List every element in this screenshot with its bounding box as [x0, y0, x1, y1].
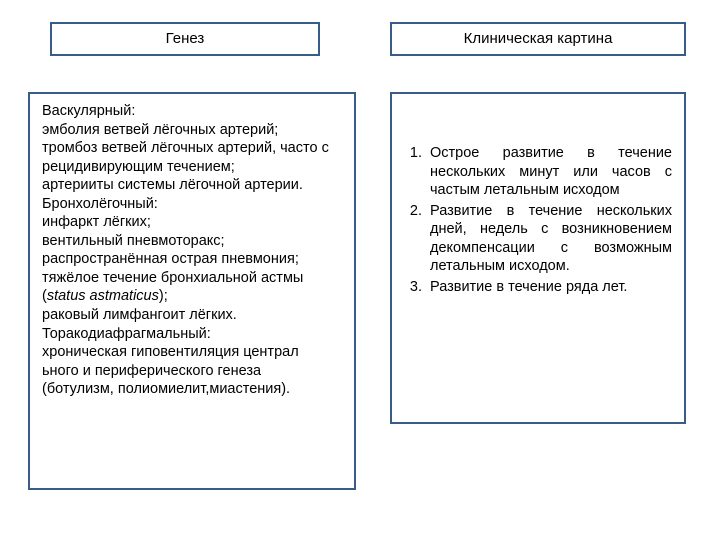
clinical-item-3: Развитие в течение ряда лет. — [426, 278, 672, 297]
page-root: Генез Клиническая картина Васкулярный:эм… — [0, 0, 720, 540]
clinical-item-1: Острое развитие в течение нескольких мин… — [426, 144, 672, 200]
clinical-list: Острое развитие в течение нескольких мин… — [404, 102, 672, 296]
clinical-box: Острое развитие в течение нескольких мин… — [390, 92, 686, 424]
genesis-box: Васкулярный:эмболия ветвей лёгочных арте… — [28, 92, 356, 490]
genesis-body: Васкулярный:эмболия ветвей лёгочных арте… — [42, 102, 342, 399]
header-clinical-picture: Клиническая картина — [390, 22, 686, 56]
header-genesis: Генез — [50, 22, 320, 56]
header-genesis-label: Генез — [166, 31, 205, 48]
clinical-item-2: Развитие в течение нескольких дней, неде… — [426, 202, 672, 276]
header-clinical-label: Клиническая картина — [464, 31, 613, 48]
